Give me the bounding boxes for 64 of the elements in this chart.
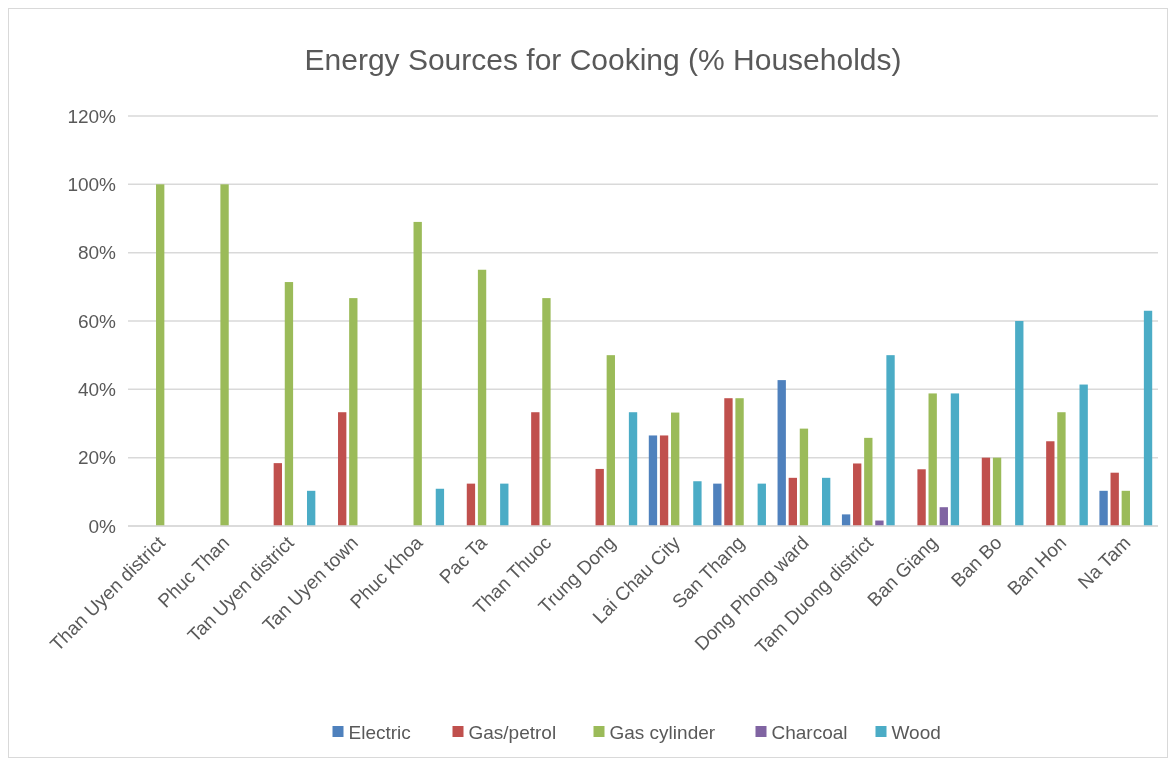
bar [338,412,347,526]
bar [939,507,948,526]
y-tick-label: 40% [77,378,117,400]
bar [735,398,744,526]
legend-label: Gas/petrol [468,721,557,743]
bar [531,412,540,526]
bar [777,380,786,526]
bar [466,483,476,526]
legend-label: Wood [891,721,941,743]
bar [659,435,669,526]
bar [799,428,809,526]
bar [841,514,851,526]
bar [950,393,960,526]
bar [917,469,926,526]
bar [500,483,509,526]
bar [349,298,358,526]
y-tick-label: 80% [77,242,117,264]
x-tick-label: Ban Bo [946,531,1006,591]
bar [822,477,831,526]
bar [928,393,937,526]
bar [1143,310,1153,526]
bar [864,437,873,526]
x-tick-label: Na Tam [1073,531,1135,593]
bar [435,488,445,526]
bar [1046,441,1055,526]
bar [220,184,229,526]
bar [1110,472,1119,526]
legend-label: Gas cylinder [609,721,716,743]
y-tick-label: 60% [77,310,117,332]
bar [853,463,862,526]
bar [1121,490,1130,526]
bar [413,221,422,526]
bar [693,481,702,526]
bar [595,468,604,526]
bar [542,298,551,526]
x-tick-label: Ban Hon [1003,531,1071,600]
bar [671,412,680,526]
bar [1015,321,1024,526]
bar [1057,412,1066,526]
bar [1079,384,1088,526]
bar [628,412,638,526]
bar [648,435,658,526]
y-tick-label: 20% [77,447,117,469]
bar [284,282,294,526]
bar [788,477,797,526]
bar [724,398,733,526]
bar [156,184,165,526]
bar [477,269,487,526]
bar [307,490,316,526]
x-tick-label: Pac Ta [435,531,492,588]
legend-label: Electric [348,721,411,743]
y-tick-label: 0% [88,515,117,537]
bar [713,483,722,526]
bar [757,483,766,526]
bar [273,463,282,526]
bar [992,457,1002,526]
bar [886,355,895,526]
bar [1099,490,1108,526]
chart-title: Energy Sources for Cooking (% Households) [304,43,902,76]
y-tick-label: 100% [67,173,117,195]
y-tick-label: 120% [67,105,117,127]
legend-label: Charcoal [771,721,848,743]
bar [606,355,615,526]
bar [981,457,991,526]
